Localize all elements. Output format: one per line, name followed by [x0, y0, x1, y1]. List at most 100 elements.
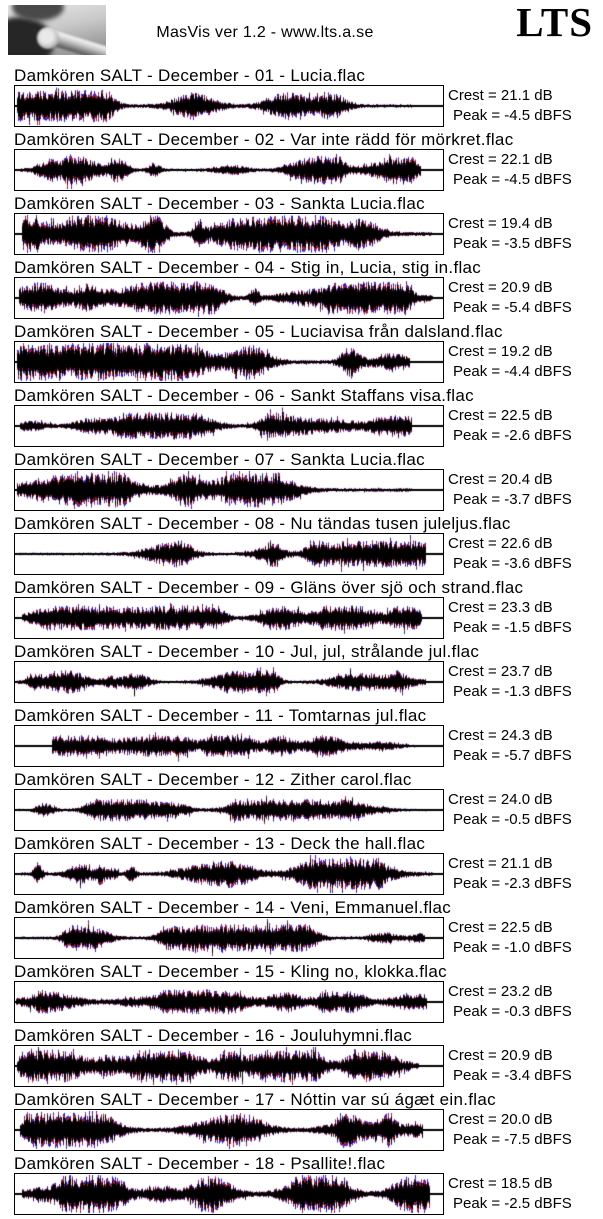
- track-title: Damkören SALT - December - 17 - Nóttin v…: [14, 1090, 496, 1109]
- track-stats: Crest = 20.9 dB Peak = -3.4 dBFS: [448, 1045, 572, 1086]
- track-row: Damkören SALT - December - 06 - Sankt St…: [14, 386, 603, 447]
- peak-value: Peak = -2.5 dBFS: [453, 1195, 572, 1212]
- crest-value: Crest = 21.1 dB: [448, 855, 553, 872]
- waveform-plot: [14, 85, 444, 127]
- track-stats: Crest = 18.5 dB Peak = -2.5 dBFS: [448, 1173, 572, 1214]
- track-title: Damkören SALT - December - 02 - Var inte…: [14, 130, 514, 149]
- peak-value: Peak = -3.7 dBFS: [453, 491, 572, 508]
- waveform-canvas: [15, 150, 443, 190]
- track-stats: Crest = 22.5 dB Peak = -2.6 dBFS: [448, 405, 572, 446]
- waveform-canvas: [15, 790, 443, 830]
- track-stats: Crest = 19.4 dB Peak = -3.5 dBFS: [448, 213, 572, 254]
- waveform-plot: [14, 149, 444, 191]
- waveform-canvas: [15, 918, 443, 958]
- waveform-canvas: [15, 598, 443, 638]
- track-stats: Crest = 24.3 dB Peak = -5.7 dBFS: [448, 725, 572, 766]
- crest-value: Crest = 20.4 dB: [448, 471, 553, 488]
- track-title: Damkören SALT - December - 07 - Sankta L…: [14, 450, 425, 469]
- track-waverow: Crest = 22.6 dB Peak = -3.6 dBFS: [14, 533, 603, 575]
- waveform-canvas: [15, 854, 443, 894]
- track-row: Damkören SALT - December - 02 - Var inte…: [14, 130, 603, 191]
- waveform-plot: [14, 661, 444, 703]
- peak-value: Peak = -3.5 dBFS: [453, 235, 572, 252]
- crest-value: Crest = 22.6 dB: [448, 535, 553, 552]
- track-title: Damkören SALT - December - 01 - Lucia.fl…: [14, 66, 366, 85]
- track-row: Damkören SALT - December - 16 - Jouluhym…: [14, 1026, 603, 1087]
- waveform-canvas: [15, 726, 443, 766]
- track-waverow: Crest = 21.1 dB Peak = -4.5 dBFS: [14, 85, 603, 127]
- track-title: Damkören SALT - December - 09 - Gläns öv…: [14, 578, 524, 597]
- waveform-plot: [14, 341, 444, 383]
- track-title: Damkören SALT - December - 06 - Sankt St…: [14, 386, 474, 405]
- track-waverow: Crest = 24.3 dB Peak = -5.7 dBFS: [14, 725, 603, 767]
- track-stats: Crest = 23.3 dB Peak = -1.5 dBFS: [448, 597, 572, 638]
- waveform-plot: [14, 1045, 444, 1087]
- crest-value: Crest = 24.0 dB: [448, 791, 553, 808]
- crest-value: Crest = 18.5 dB: [448, 1175, 553, 1192]
- crest-value: Crest = 23.2 dB: [448, 983, 553, 1000]
- track-waverow: Crest = 20.9 dB Peak = -3.4 dBFS: [14, 1045, 603, 1087]
- track-waverow: Crest = 23.3 dB Peak = -1.5 dBFS: [14, 597, 603, 639]
- track-title: Damkören SALT - December - 16 - Jouluhym…: [14, 1026, 413, 1045]
- track-waverow: Crest = 21.1 dB Peak = -2.3 dBFS: [14, 853, 603, 895]
- track-title: Damkören SALT - December - 04 - Stig in,…: [14, 258, 482, 277]
- crest-value: Crest = 20.0 dB: [448, 1111, 553, 1128]
- track-stats: Crest = 22.6 dB Peak = -3.6 dBFS: [448, 533, 572, 574]
- crest-value: Crest = 20.9 dB: [448, 1047, 553, 1064]
- peak-value: Peak = -3.6 dBFS: [453, 555, 572, 572]
- crest-value: Crest = 19.2 dB: [448, 343, 553, 360]
- crest-value: Crest = 21.1 dB: [448, 87, 553, 104]
- track-stats: Crest = 19.2 dB Peak = -4.4 dBFS: [448, 341, 572, 382]
- track-row: Damkören SALT - December - 11 - Tomtarna…: [14, 706, 603, 767]
- track-waverow: Crest = 18.5 dB Peak = -2.5 dBFS: [14, 1173, 603, 1215]
- crest-value: Crest = 19.4 dB: [448, 215, 553, 232]
- waveform-canvas: [15, 342, 443, 382]
- waveform-canvas: [15, 86, 443, 126]
- waveform-plot: [14, 789, 444, 831]
- waveform-plot: [14, 277, 444, 319]
- waveform-canvas: [15, 662, 443, 702]
- track-stats: Crest = 24.0 dB Peak = -0.5 dBFS: [448, 789, 572, 830]
- track-stats: Crest = 20.4 dB Peak = -3.7 dBFS: [448, 469, 572, 510]
- track-title: Damkören SALT - December - 08 - Nu tända…: [14, 514, 511, 533]
- waveform-canvas: [15, 534, 443, 574]
- track-stats: Crest = 23.2 dB Peak = -0.3 dBFS: [448, 981, 572, 1022]
- peak-value: Peak = -5.7 dBFS: [453, 747, 572, 764]
- peak-value: Peak = -2.3 dBFS: [453, 875, 572, 892]
- report-header: MasVis ver 1.2 - www.lts.a.se LTS: [0, 0, 603, 64]
- lts-logo-photo: [8, 5, 106, 55]
- track-waverow: Crest = 24.0 dB Peak = -0.5 dBFS: [14, 789, 603, 831]
- track-row: Damkören SALT - December - 12 - Zither c…: [14, 770, 603, 831]
- track-title: Damkören SALT - December - 10 - Jul, jul…: [14, 642, 480, 661]
- crest-value: Crest = 23.3 dB: [448, 599, 553, 616]
- track-waverow: Crest = 22.1 dB Peak = -4.5 dBFS: [14, 149, 603, 191]
- track-stats: Crest = 20.9 dB Peak = -5.4 dBFS: [448, 277, 572, 318]
- app-version-text: MasVis ver 1.2 - www.lts.a.se: [156, 24, 374, 41]
- peak-value: Peak = -3.4 dBFS: [453, 1067, 572, 1084]
- waveform-plot: [14, 917, 444, 959]
- track-waverow: Crest = 20.9 dB Peak = -5.4 dBFS: [14, 277, 603, 319]
- peak-value: Peak = -2.6 dBFS: [453, 427, 572, 444]
- track-row: Damkören SALT - December - 09 - Gläns öv…: [14, 578, 603, 639]
- peak-value: Peak = -1.3 dBFS: [453, 683, 572, 700]
- track-row: Damkören SALT - December - 05 - Luciavis…: [14, 322, 603, 383]
- waveform-plot: [14, 533, 444, 575]
- crest-value: Crest = 22.1 dB: [448, 151, 553, 168]
- track-title: Damkören SALT - December - 11 - Tomtarna…: [14, 706, 427, 725]
- track-waverow: Crest = 23.7 dB Peak = -1.3 dBFS: [14, 661, 603, 703]
- waveform-canvas: [15, 278, 443, 318]
- track-list: Damkören SALT - December - 01 - Lucia.fl…: [14, 66, 603, 1215]
- peak-value: Peak = -4.5 dBFS: [453, 107, 572, 124]
- track-title: Damkören SALT - December - 05 - Luciavis…: [14, 322, 503, 341]
- brand-lts: LTS: [516, 0, 593, 45]
- waveform-canvas: [15, 406, 443, 446]
- track-title: Damkören SALT - December - 18 - Psallite…: [14, 1154, 386, 1173]
- waveform-canvas: [15, 1174, 443, 1214]
- waveform-plot: [14, 981, 444, 1023]
- waveform-plot: [14, 725, 444, 767]
- waveform-canvas: [15, 214, 443, 254]
- track-waverow: Crest = 20.4 dB Peak = -3.7 dBFS: [14, 469, 603, 511]
- waveform-canvas: [15, 470, 443, 510]
- track-stats: Crest = 20.0 dB Peak = -7.5 dBFS: [448, 1109, 572, 1150]
- track-row: Damkören SALT - December - 14 - Veni, Em…: [14, 898, 603, 959]
